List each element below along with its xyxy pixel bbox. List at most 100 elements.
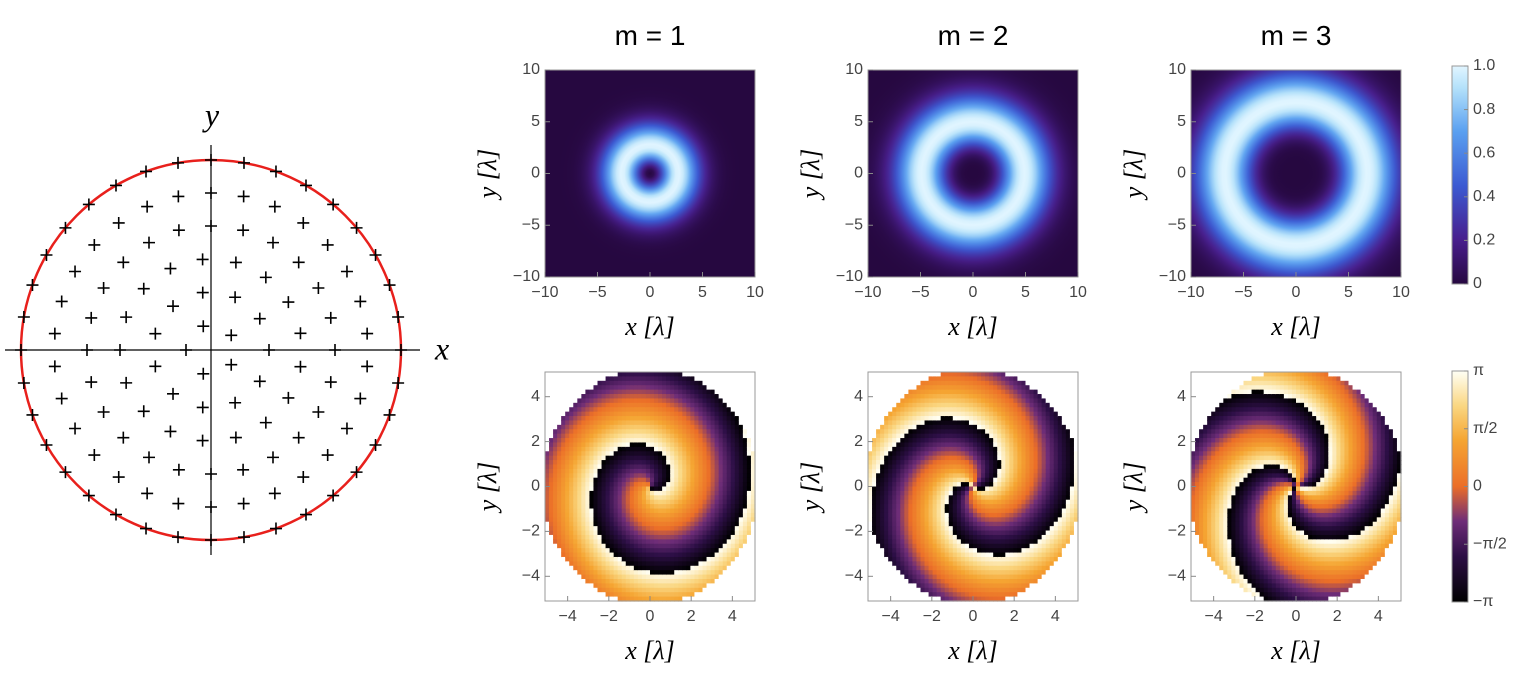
- phase-cell: [654, 372, 659, 378]
- phase-cell: [561, 433, 566, 439]
- phase-cell: [868, 552, 873, 558]
- phase-cell: [880, 442, 885, 448]
- phase-cell: [977, 539, 982, 545]
- phase-cell: [690, 376, 696, 382]
- phase-cell: [908, 380, 914, 386]
- phase-cell: [746, 372, 752, 378]
- phase-cell: [872, 385, 877, 391]
- phase-cell: [896, 420, 901, 426]
- phase-cell: [912, 534, 918, 540]
- phase-cell: [876, 468, 881, 474]
- phase-cell: [968, 438, 974, 444]
- phase-cell: [654, 534, 659, 540]
- phase-cell: [557, 464, 562, 470]
- phase-cell: [589, 574, 595, 580]
- phase-cell: [730, 455, 736, 461]
- phase-cell: [706, 394, 712, 400]
- phase-cell: [545, 429, 550, 435]
- phase-cell: [553, 574, 558, 580]
- phase-cell: [742, 420, 748, 426]
- phase-cell: [948, 482, 954, 488]
- phase-cell: [617, 468, 623, 474]
- phase-cell: [932, 548, 938, 554]
- phase-cell: [654, 490, 659, 496]
- phase-cell: [629, 451, 635, 457]
- phase-cell: [569, 376, 574, 382]
- phase-cell: [908, 464, 914, 470]
- phase-cell: [629, 534, 635, 540]
- phase-cell: [605, 587, 611, 593]
- phase-cell: [977, 548, 982, 554]
- phase-cell: [666, 394, 671, 400]
- phase-cell: [617, 429, 623, 435]
- phase-cell: [686, 402, 691, 408]
- phase-cell: [621, 504, 627, 510]
- phase-cell: [730, 394, 736, 400]
- phase-cell: [613, 570, 619, 576]
- phase-cell: [981, 490, 986, 496]
- phase-cell: [678, 473, 683, 479]
- phase-cell: [702, 372, 708, 378]
- phase-cell: [702, 416, 708, 422]
- phase-cell: [557, 517, 562, 523]
- phase-cell: [1009, 372, 1014, 378]
- phase-cell: [682, 512, 687, 518]
- phase-cell: [904, 416, 909, 422]
- phase-cell: [650, 530, 655, 536]
- phase-cell: [678, 407, 683, 413]
- phase-cell: [645, 385, 651, 391]
- phase-cell: [993, 504, 998, 510]
- phase-cell: [670, 372, 675, 378]
- phase-cell: [872, 570, 877, 576]
- phase-cell: [940, 464, 946, 470]
- phase-cell: [609, 583, 615, 589]
- phase-cell: [892, 376, 897, 382]
- phase-cell: [920, 473, 926, 479]
- phase-cell: [625, 372, 631, 378]
- phase-cell: [928, 574, 934, 580]
- phase-cell: [609, 438, 615, 444]
- phase-cell: [601, 587, 607, 593]
- phase-cell: [989, 455, 994, 461]
- phase-cell: [1009, 548, 1014, 554]
- phase-cell: [977, 504, 982, 510]
- phase-cell: [678, 402, 683, 408]
- phase-cell: [884, 380, 889, 386]
- phase-cell: [633, 526, 639, 532]
- phase-cell: [888, 407, 893, 413]
- phase-cell: [746, 534, 752, 540]
- phase-cell: [557, 565, 562, 571]
- phase-cell: [912, 592, 918, 598]
- phase-cell: [920, 402, 926, 408]
- phase-cell: [920, 446, 926, 452]
- phase-cell: [678, 517, 683, 523]
- phase-cell: [912, 495, 918, 501]
- phase-cell: [549, 429, 554, 435]
- phase-cell: [714, 512, 720, 518]
- phase-cell: [993, 411, 998, 417]
- phase-cell: [904, 420, 909, 426]
- phase-cell: [916, 402, 922, 408]
- phase-cell: [960, 596, 966, 602]
- phase-cell: [924, 539, 930, 545]
- phase-cell: [577, 451, 582, 457]
- phase-cell: [670, 570, 675, 576]
- phase-cell: [1005, 442, 1010, 448]
- phase-cell: [609, 548, 615, 554]
- phase-cell: [654, 517, 659, 523]
- phase-cell: [924, 482, 930, 488]
- phase-cell: [960, 539, 966, 545]
- phase-cell: [714, 556, 720, 562]
- phase-cell: [888, 416, 893, 422]
- phase-cell: [714, 570, 720, 576]
- phase-cell: [940, 596, 946, 602]
- phase-cell: [742, 508, 748, 514]
- phase-cell: [944, 504, 950, 510]
- phase-cell: [629, 468, 635, 474]
- phase-cell: [1009, 407, 1014, 413]
- phase-cell: [868, 578, 873, 584]
- phase-cell: [686, 490, 691, 496]
- phase-cell: [968, 468, 974, 474]
- phase-cell: [884, 570, 889, 576]
- phase-cell: [654, 429, 659, 435]
